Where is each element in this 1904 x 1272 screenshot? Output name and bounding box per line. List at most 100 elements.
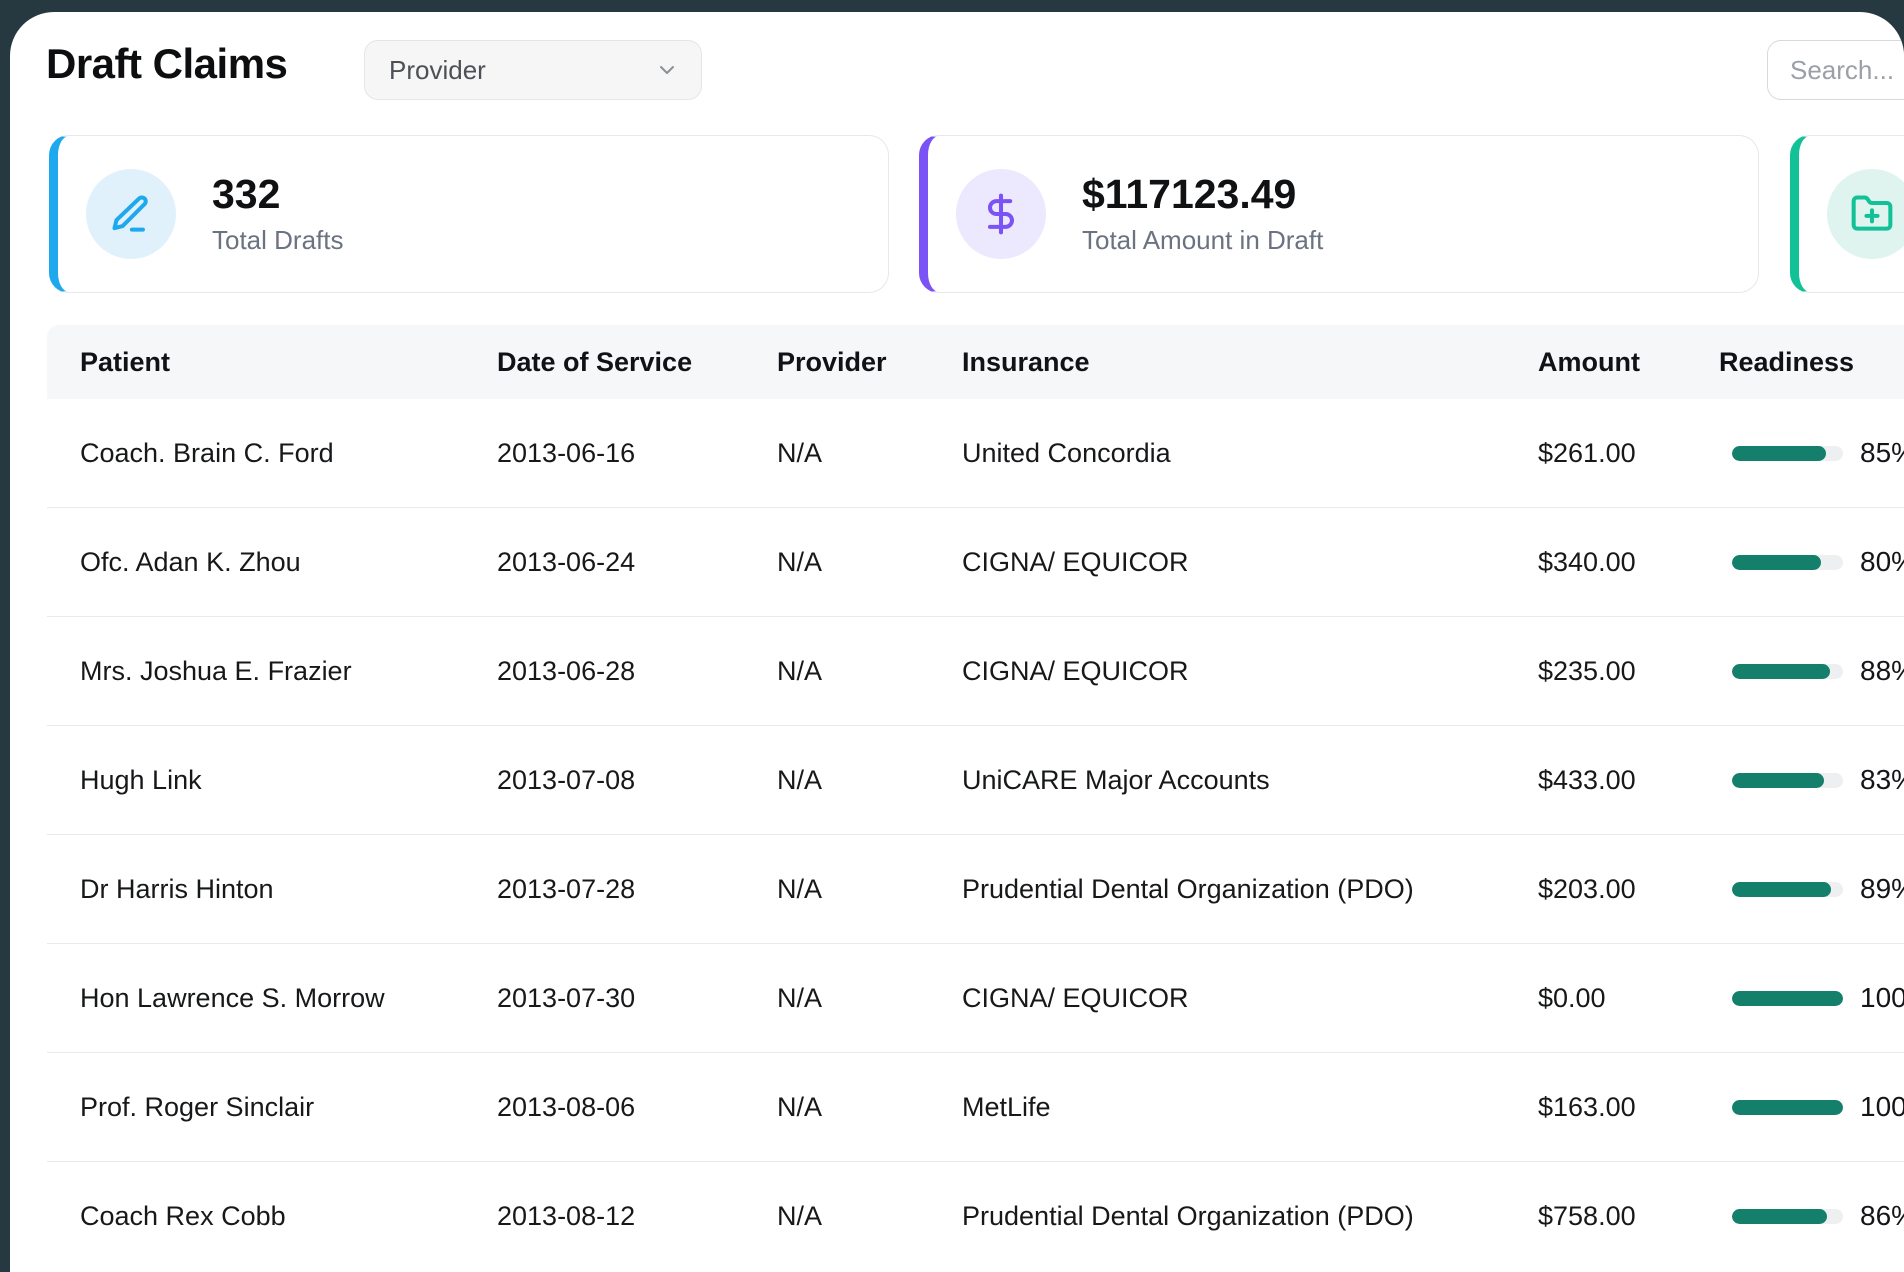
cell-amount: $203.00: [1538, 873, 1636, 904]
cell-insurance: MetLife: [962, 1091, 1051, 1122]
cell-readiness: 83%: [1719, 764, 1904, 796]
readiness-progress-fill: [1732, 554, 1821, 570]
readiness-progress-fill: [1732, 990, 1843, 1006]
readiness-progress-fill: [1732, 445, 1827, 461]
column-header-date: Date of Service: [497, 346, 693, 377]
pencil-icon: [112, 195, 148, 232]
cell-amount: $261.00: [1538, 437, 1636, 468]
stat-card-total-amount[interactable]: $117123.49 Total Amount in Draft: [919, 135, 1759, 293]
readiness-progress-track: [1732, 772, 1843, 788]
cell-readiness: 85%: [1719, 437, 1904, 469]
readiness-progress-fill: [1732, 663, 1830, 679]
cell-amount: $0.00: [1538, 982, 1606, 1013]
cell-date-of-service: 2013-08-06: [497, 1091, 636, 1122]
table-row[interactable]: Ofc. Adan K. Zhou 2013-06-24 N/A CIGNA/ EQU…: [47, 507, 1904, 616]
readiness-percent-label: 100%: [1860, 982, 1904, 1013]
cell-provider: N/A: [777, 1200, 823, 1231]
table-row[interactable]: Hugh Link 2013-07-08 N/A UniCARE Major Acco…: [47, 725, 1904, 834]
readiness-percent-label: 100%: [1860, 1091, 1904, 1122]
stat-label: Total Drafts: [212, 224, 344, 255]
table-row[interactable]: Coach. Brain C. Ford 2013-06-16 N/A United …: [47, 399, 1904, 507]
folder-plus-icon: [1851, 195, 1893, 231]
stat-card-total-drafts[interactable]: 332 Total Drafts: [49, 135, 889, 293]
stat-card-clipped[interactable]: [1790, 135, 1904, 293]
search-input[interactable]: [1768, 41, 1904, 99]
readiness-progress-track: [1732, 881, 1843, 897]
cell-readiness: 88%: [1719, 655, 1904, 687]
readiness-progress-track: [1732, 1208, 1843, 1224]
column-header-insurance: Insurance: [962, 346, 1090, 377]
readiness-progress-track: [1732, 445, 1843, 461]
cell-readiness: 100%: [1719, 1091, 1904, 1123]
stat-label: Total Amount in Draft: [1082, 224, 1324, 255]
readiness-progress-fill: [1732, 881, 1831, 897]
cell-readiness: 80%: [1719, 546, 1904, 578]
readiness-progress-fill: [1732, 1208, 1828, 1224]
table-header-row: Patient Date of Service Provider Insuran…: [47, 325, 1904, 399]
readiness-percent-label: 86%: [1860, 1200, 1904, 1231]
draft-claims-table: Patient Date of Service Provider Insuran…: [47, 325, 1904, 1270]
cell-provider: N/A: [777, 1091, 823, 1122]
readiness-percent-label: 85%: [1860, 437, 1904, 468]
cell-amount: $340.00: [1538, 546, 1636, 577]
cell-insurance: UniCARE Major Accounts: [962, 764, 1270, 795]
table-row[interactable]: Prof. Roger Sinclair 2013-08-06 N/A MetLife…: [47, 1052, 1904, 1161]
main-panel: Draft Claims Provider 332 Total Drafts: [10, 12, 1904, 1272]
table-row[interactable]: Hon Lawrence S. Morrow 2013-07-30 N/A CIGNA…: [47, 943, 1904, 1052]
cell-insurance: Prudential Dental Organization (PDO): [962, 873, 1414, 904]
stat-value: $117123.49: [1082, 171, 1297, 218]
top-bar: Draft Claims Provider: [10, 12, 1904, 122]
readiness-progress-fill: [1732, 772, 1825, 788]
table-row[interactable]: Mrs. Joshua E. Frazier 2013-06-28 N/A CIGNA…: [47, 616, 1904, 725]
cell-date-of-service: 2013-07-08: [497, 764, 636, 795]
stat-value: 332: [212, 171, 281, 218]
table-row[interactable]: Dr Harris Hinton 2013-07-28 N/A Prudential …: [47, 834, 1904, 943]
readiness-progress-fill: [1732, 1099, 1843, 1115]
cell-amount: $235.00: [1538, 655, 1636, 686]
readiness-percent-label: 80%: [1860, 546, 1904, 577]
cell-amount: $433.00: [1538, 764, 1636, 795]
stat-icon-circle: [86, 169, 176, 259]
cell-date-of-service: 2013-07-28: [497, 873, 636, 904]
cell-insurance: Prudential Dental Organization (PDO): [962, 1200, 1414, 1231]
column-header-provider: Provider: [777, 346, 887, 377]
cell-patient: Hon Lawrence S. Morrow: [80, 982, 385, 1013]
cell-provider: N/A: [777, 546, 823, 577]
cell-patient: Ofc. Adan K. Zhou: [80, 546, 301, 577]
table-row[interactable]: Coach Rex Cobb 2013-08-12 N/A Prudential De…: [47, 1161, 1904, 1270]
cell-date-of-service: 2013-06-28: [497, 655, 636, 686]
readiness-percent-label: 83%: [1860, 764, 1904, 795]
cell-provider: N/A: [777, 982, 823, 1013]
cell-insurance: CIGNA/ EQUICOR: [962, 546, 1189, 577]
cell-date-of-service: 2013-06-16: [497, 437, 636, 468]
stat-icon-circle: [956, 169, 1046, 259]
cell-insurance: CIGNA/ EQUICOR: [962, 982, 1189, 1013]
stat-icon-circle: [1827, 169, 1904, 259]
cell-date-of-service: 2013-07-30: [497, 982, 636, 1013]
provider-filter-dropdown[interactable]: Provider: [364, 40, 702, 100]
cell-provider: N/A: [777, 764, 823, 795]
column-header-patient: Patient: [80, 346, 171, 377]
readiness-progress-track: [1732, 990, 1843, 1006]
column-header-amount: Amount: [1538, 346, 1640, 377]
cell-readiness: 86%: [1719, 1200, 1904, 1232]
dollar-icon: [987, 193, 1014, 235]
cell-readiness: 100%: [1719, 982, 1904, 1014]
cell-amount: $163.00: [1538, 1091, 1636, 1122]
cell-insurance: CIGNA/ EQUICOR: [962, 655, 1189, 686]
cell-readiness: 89%: [1719, 873, 1904, 905]
cell-patient: Hugh Link: [80, 764, 202, 795]
readiness-progress-track: [1732, 663, 1843, 679]
cell-patient: Dr Harris Hinton: [80, 873, 274, 904]
provider-filter-label: Provider: [389, 54, 486, 85]
table-body: Coach. Brain C. Ford 2013-06-16 N/A United …: [47, 399, 1904, 1270]
cell-patient: Coach. Brain C. Ford: [80, 437, 334, 468]
cell-date-of-service: 2013-08-12: [497, 1200, 636, 1231]
readiness-percent-label: 89%: [1860, 873, 1904, 904]
search-box: [1767, 40, 1904, 100]
readiness-percent-label: 88%: [1860, 655, 1904, 686]
readiness-progress-track: [1732, 1099, 1843, 1115]
cell-insurance: United Concordia: [962, 437, 1171, 468]
readiness-progress-track: [1732, 554, 1843, 570]
cell-date-of-service: 2013-06-24: [497, 546, 636, 577]
